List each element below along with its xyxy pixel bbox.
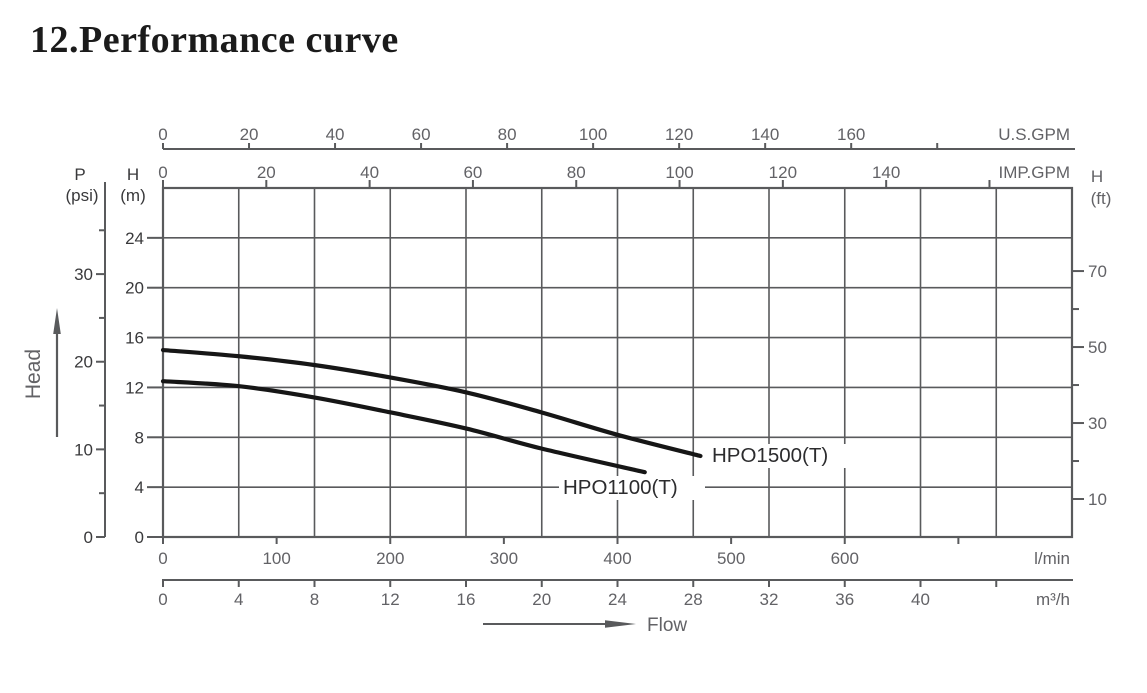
curve-path [160,347,703,459]
tick-label: 0 [158,163,167,182]
axis-p-psi: 0 10 20 30 P (psi) [65,165,106,547]
head-axis-annotation: Head [22,308,61,437]
tick-label: 100 [665,163,693,182]
axis-lmin: 0 100 200 300 400 500 600 l/min [158,537,1070,568]
tick-label: 20 [257,163,276,182]
axis-impgpm: 0 20 40 60 80 100 120 140 IMP.GPM [158,163,1070,188]
tick-label: 120 [665,125,693,144]
tick-label: 0 [158,590,167,609]
tick-label: 50 [1088,338,1107,357]
tick-label: 300 [490,549,518,568]
axis-usgpm: 0 20 40 60 80 100 120 140 160 U.S.GPM [158,125,1075,150]
axis-name-h-right: H [1091,167,1103,186]
tick-label: 4 [135,478,144,497]
head-label: Head [22,349,45,399]
axis-h-ft: 10 30 50 70 H (ft) [1072,167,1111,509]
tick-label: 500 [717,549,745,568]
curve-label: HPO1100(T) [563,476,678,499]
tick-label: 80 [567,163,586,182]
flow-axis-annotation: Flow [483,615,687,636]
curve-label: HPO1500(T) [712,444,828,467]
tick-label: 16 [457,590,476,609]
curve-label-bg [708,444,854,468]
tick-label: 20 [240,125,259,144]
tick-label: 0 [135,528,144,547]
tick-label: 20 [74,353,93,372]
tick-label: 8 [135,428,144,447]
tick-label: 10 [1088,490,1107,509]
tick-label: 4 [234,590,243,609]
tick-label: 0 [158,125,167,144]
tick-label: 120 [769,163,797,182]
axis-unit-usgpm: U.S.GPM [998,125,1070,144]
axis-unit-psi: (psi) [65,186,98,205]
flow-arrow-icon [605,620,636,628]
axis-unit-lmin: l/min [1034,549,1070,568]
tick-label: 28 [684,590,703,609]
tick-label: 160 [837,125,865,144]
tick-label: 40 [360,163,379,182]
tick-label: 10 [74,440,93,459]
tick-label: 0 [158,549,167,568]
axis-name-p: P [74,165,85,184]
tick-label: 30 [74,265,93,284]
head-arrow-icon [53,308,61,334]
flow-label: Flow [647,615,687,636]
tick-label: 24 [125,229,144,248]
axis-unit-m3h: m³/h [1036,590,1070,609]
tick-label: 36 [835,590,854,609]
tick-label: 140 [872,163,900,182]
tick-label: 100 [579,125,607,144]
tick-label: 40 [911,590,930,609]
tick-label: 20 [532,590,551,609]
tick-label: 400 [603,549,631,568]
axis-h-m: 0 4 8 12 16 20 24 H (m) [120,165,163,547]
tick-label: 600 [831,549,859,568]
tick-label: 8 [310,590,319,609]
tick-label: 12 [381,590,400,609]
tick-label: 24 [608,590,627,609]
curve-label-bg [559,476,705,500]
tick-label: 60 [463,163,482,182]
axis-unit-m: (m) [120,186,145,205]
curve-path [160,379,647,475]
page-title: 12.Performance curve [30,19,399,61]
curve-HPO1500(T): HPO1500(T) [160,347,854,468]
tick-label: 20 [125,279,144,298]
tick-label: 80 [498,125,517,144]
tick-label: 200 [376,549,404,568]
tick-label: 12 [125,378,144,397]
tick-label: 16 [125,329,144,348]
curve-HPO1100(T): HPO1100(T) [160,379,705,500]
axis-m3h: 0 4 8 12 16 20 24 28 32 36 40 m³/h [158,579,1073,609]
tick-label: 70 [1088,262,1107,281]
tick-label: 140 [751,125,779,144]
tick-label: 0 [84,528,93,547]
tick-label: 32 [760,590,779,609]
tick-label: 30 [1088,414,1107,433]
axis-name-h: H [127,165,139,184]
tick-label: 40 [326,125,345,144]
tick-label: 100 [262,549,290,568]
axis-unit-impgpm: IMP.GPM [999,163,1070,182]
axis-unit-ft: (ft) [1091,189,1112,208]
tick-label: 60 [412,125,431,144]
